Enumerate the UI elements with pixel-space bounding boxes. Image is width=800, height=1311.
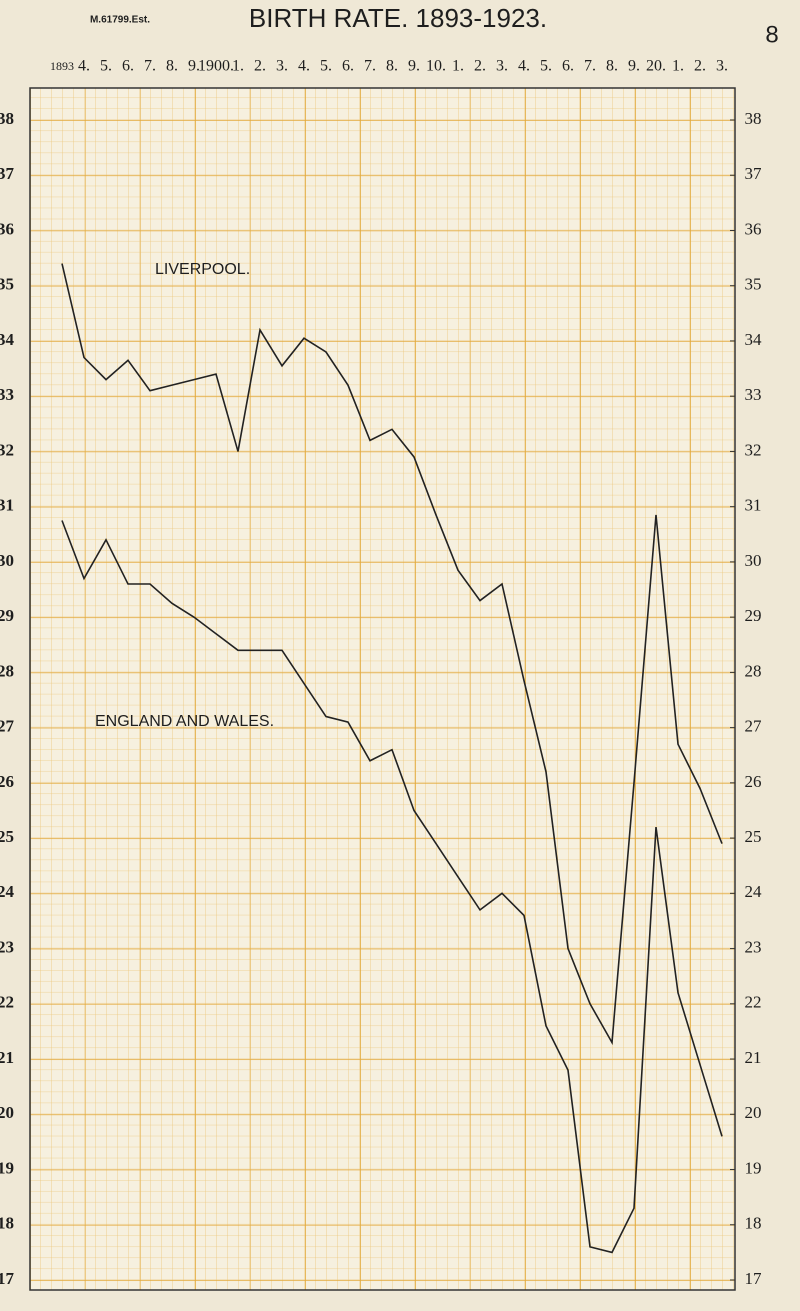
x-tick-label: 8. (606, 58, 618, 75)
x-tick-label: 9. (408, 58, 420, 75)
y-tick-label: 26 (745, 772, 762, 791)
y-tick-label: 17 (745, 1269, 763, 1288)
y-tick-label: 20 (745, 1103, 762, 1122)
y-tick-label: 22 (745, 993, 762, 1012)
y-tick-label-left: 17 (0, 1269, 15, 1288)
x-tick-label: 5. (320, 58, 332, 75)
x-tick-label: 1. (672, 58, 684, 75)
x-tick-label: 3. (496, 58, 508, 75)
y-tick-label-left: 27 (0, 717, 15, 736)
y-tick-label: 29 (745, 606, 762, 625)
x-tick-label: 8. (386, 58, 398, 75)
y-tick-label-left: 38 (0, 109, 14, 128)
x-tick-label: 7. (584, 58, 596, 75)
y-tick-label-left: 26 (0, 772, 14, 791)
x-tick-label: 6. (562, 58, 574, 75)
y-tick-label-left: 20 (0, 1103, 14, 1122)
x-tick-label: 6. (342, 58, 354, 75)
x-tick-label: 7. (144, 58, 156, 75)
graph-paper (30, 88, 735, 1290)
y-tick-label-left: 29 (0, 606, 14, 625)
y-tick-label: 31 (745, 496, 762, 515)
stamp: M.61799.Est. (90, 15, 150, 26)
y-tick-label: 19 (745, 1158, 762, 1177)
x-tick-label: 4. (298, 58, 310, 75)
y-tick-label-left: 24 (0, 882, 15, 901)
y-tick-label-left: 19 (0, 1158, 14, 1177)
series-label: ENGLAND AND WALES. (95, 713, 274, 730)
chart-title: BIRTH RATE. 1893-1923. (249, 3, 547, 33)
x-tick-label: 7. (364, 58, 376, 75)
y-tick-label-left: 21 (0, 1048, 14, 1067)
x-tick-label: 3. (716, 58, 728, 75)
x-tick-label: 5. (540, 58, 552, 75)
page-number: 8 (765, 21, 778, 48)
x-tick-label: 10. (426, 58, 446, 75)
y-tick-label: 34 (745, 330, 763, 349)
plot-frame (29, 87, 736, 1291)
y-tick-label-left: 33 (0, 385, 14, 404)
x-tick-label: 8. (166, 58, 178, 75)
x-tick-label: 20. (646, 58, 666, 75)
x-tick-label: 2. (694, 58, 706, 75)
y-tick-label: 38 (745, 109, 762, 128)
x-tick-label: 9. (628, 58, 640, 75)
y-tick-label: 23 (745, 937, 762, 956)
y-tick-label: 36 (745, 219, 762, 238)
x-tick-label: 3. (276, 58, 288, 75)
x-tick-label: 1. (232, 58, 244, 75)
y-tick-label: 18 (745, 1214, 762, 1233)
x-tick-label: 4. (518, 58, 530, 75)
y-tick-label: 32 (745, 440, 762, 459)
x-tick-label: 1900. (198, 58, 234, 75)
y-tick-label: 25 (745, 827, 762, 846)
y-tick-label: 28 (745, 661, 762, 680)
x-tick-label: 9. (188, 58, 200, 75)
series-line (61, 520, 723, 1254)
y-tick-label-left: 36 (0, 219, 14, 238)
x-tick-label: 1. (452, 58, 464, 75)
series-line (61, 263, 723, 1046)
y-tick-label-left: 32 (0, 440, 14, 459)
y-tick-label-left: 34 (0, 330, 15, 349)
y-tick-label: 30 (745, 551, 762, 570)
y-tick-label-left: 23 (0, 937, 14, 956)
x-tick-label: 4. (78, 58, 90, 75)
y-tick-label-left: 28 (0, 661, 14, 680)
y-tick-label-left: 22 (0, 993, 14, 1012)
y-tick-label: 27 (745, 717, 763, 736)
y-tick-label-left: 37 (0, 164, 15, 183)
y-tick-label-left: 30 (0, 551, 14, 570)
y-tick-label-left: 35 (0, 275, 14, 294)
y-tick-label: 37 (745, 164, 763, 183)
x-tick-label: 5. (100, 58, 112, 75)
y-tick-label: 21 (745, 1048, 762, 1067)
y-tick-label-left: 25 (0, 827, 14, 846)
x-tick-label: 6. (122, 58, 134, 75)
y-tick-label-left: 31 (0, 496, 14, 515)
y-tick-label-left: 18 (0, 1214, 14, 1233)
y-tick-label: 24 (745, 882, 763, 901)
x-tick-label: 1893 (50, 59, 74, 73)
series-label: LIVERPOOL. (155, 261, 250, 278)
x-tick-label: 2. (474, 58, 486, 75)
x-tick-label: 2. (254, 58, 266, 75)
y-tick-label: 35 (745, 275, 762, 294)
y-tick-label: 33 (745, 385, 762, 404)
